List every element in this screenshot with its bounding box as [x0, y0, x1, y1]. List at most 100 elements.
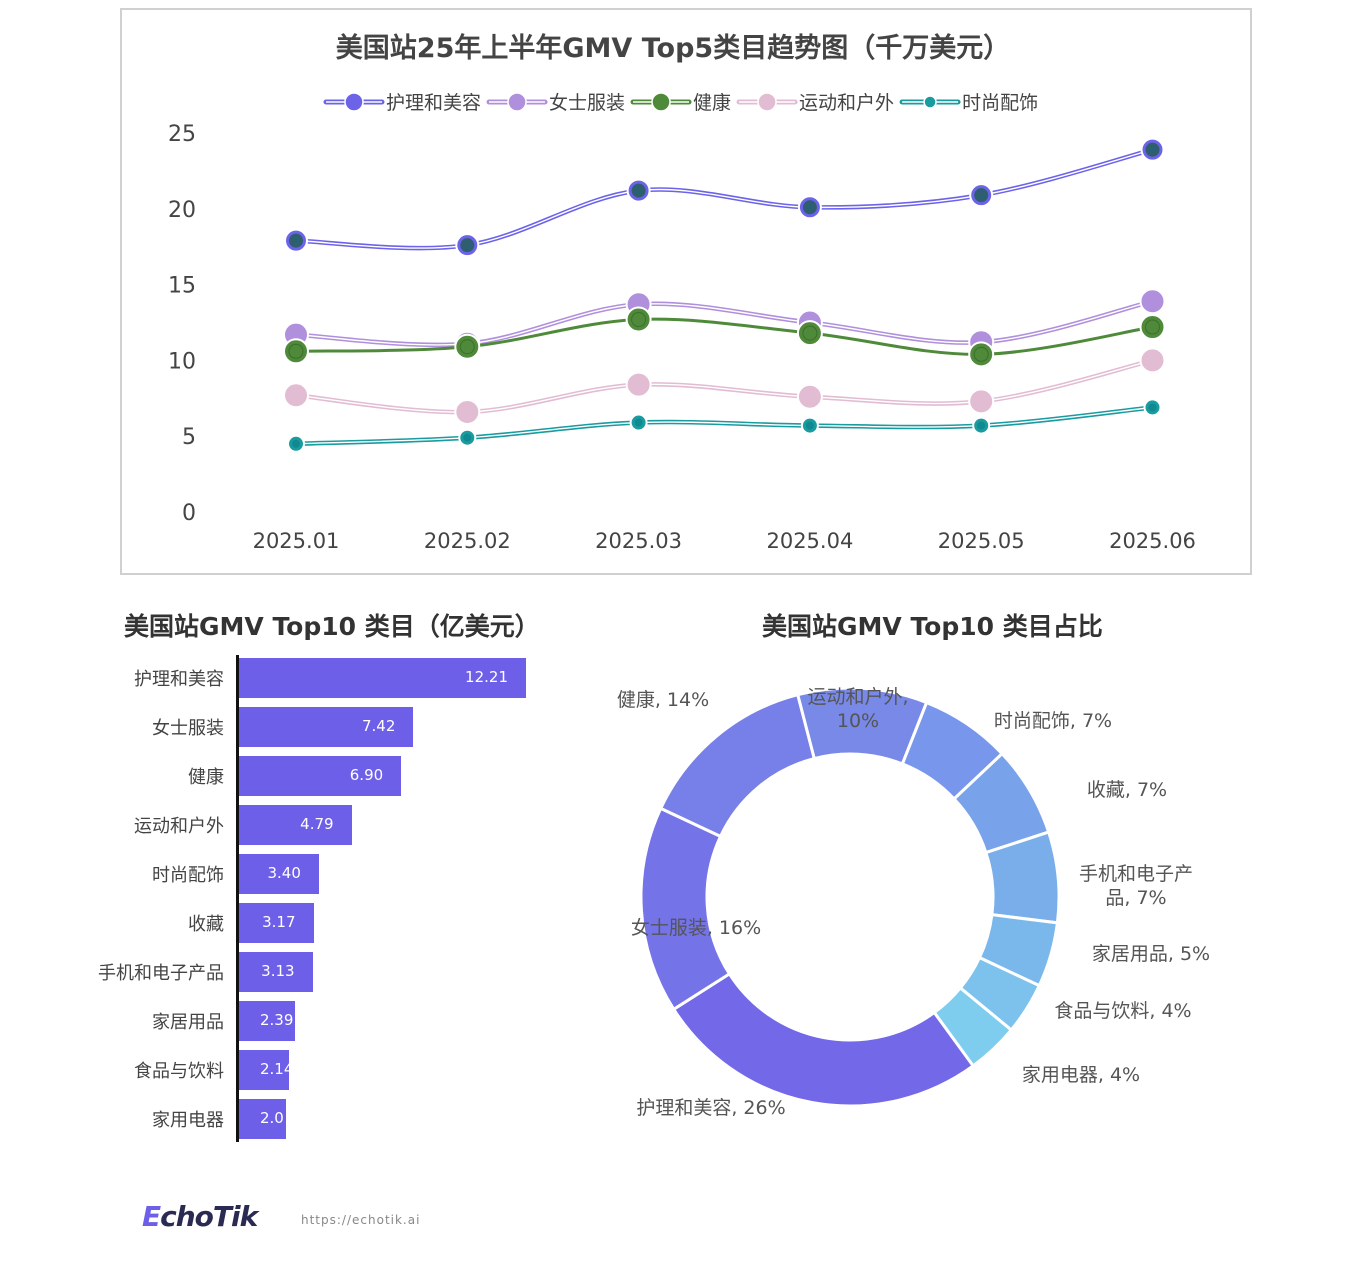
data-point-core — [1148, 403, 1157, 412]
x-tick-label: 2025.01 — [253, 529, 340, 553]
bar-value-label: 2.39 — [260, 1011, 294, 1029]
data-point-core — [1145, 294, 1160, 309]
legend-item[interactable]: 运动和户外 — [736, 92, 894, 114]
y-tick-label: 5 — [182, 425, 196, 450]
data-point-core — [802, 389, 817, 404]
bar-value-label: 3.13 — [261, 962, 295, 980]
bar-value-label: 3.17 — [262, 913, 296, 931]
donut-slice-label: 时尚配饰, 7% — [993, 710, 1113, 732]
bar-category-label: 家用电器 — [152, 1110, 224, 1131]
data-point-core — [805, 421, 814, 430]
y-tick-label: 0 — [182, 501, 196, 526]
donut-slice[interactable] — [671, 971, 976, 1108]
line-chart: 0 5 10 15 20 25 2025.01 2025.02 2025.03 2025.04 20… — [168, 92, 1196, 553]
bar[interactable]: 3.40 — [239, 854, 319, 894]
series-line — [295, 317, 1153, 356]
bar[interactable]: 12.21 — [239, 658, 526, 698]
data-point-core — [1145, 353, 1160, 368]
data-point-core — [1145, 142, 1160, 157]
bar-value-label: 2.14 — [260, 1060, 290, 1078]
bar-value-label: 3.40 — [267, 864, 301, 882]
data-point-core — [634, 418, 643, 427]
bar[interactable]: 7.42 — [239, 707, 414, 747]
x-tick-label: 2025.06 — [1109, 529, 1196, 553]
data-point-core — [631, 311, 647, 327]
bar-category-label: 时尚配饰 — [152, 865, 224, 886]
donut-slice-label: 家用电器, 4% — [1021, 1064, 1141, 1086]
data-point-core — [974, 394, 989, 409]
legend-label: 护理和美容 — [386, 92, 481, 114]
bar-value-label: 4.79 — [300, 815, 334, 833]
bar-category-label: 运动和户外 — [134, 816, 224, 837]
bar-category-label: 女士服装 — [152, 718, 224, 739]
x-tick-label: 2025.04 — [766, 529, 853, 553]
donut-slice[interactable] — [658, 692, 817, 839]
donut-slice-label: 护理和美容, 26% — [636, 1097, 786, 1119]
legend-label: 时尚配饰 — [962, 92, 1038, 114]
data-point-core — [289, 233, 303, 248]
bar-chart: 护理和美容 12.21 女士服装 7.42 健康 6.90 运动和户外 4.79 时尚配饰 3.4… — [0, 0, 600, 1150]
donut-slice-label: 运动和户外, 10% — [807, 686, 909, 732]
data-point-core — [463, 433, 472, 442]
donut-slice-label: 收藏, 7% — [1086, 779, 1168, 801]
y-tick-label: 20 — [168, 198, 196, 223]
bar-value-label: 2.0 — [260, 1109, 284, 1127]
donut-slice-label: 健康, 14% — [616, 689, 710, 711]
bar-category-label: 护理和美容 — [134, 669, 224, 690]
bar[interactable]: 4.79 — [239, 805, 352, 845]
legend-item[interactable]: 女士服装 — [486, 92, 625, 114]
donut-slice-label: 家居用品, 5% — [1091, 943, 1211, 965]
bar-category-label: 食品与饮料 — [134, 1061, 224, 1082]
y-tick-label: 15 — [168, 274, 196, 299]
donut-slice-label: 女士服装, 16% — [630, 917, 762, 939]
bar[interactable]: 2.39 — [239, 1001, 296, 1041]
data-point-core — [974, 188, 989, 203]
bar[interactable]: 3.13 — [239, 952, 313, 992]
x-tick-label: 2025.02 — [424, 529, 511, 553]
y-tick-label: 25 — [168, 122, 196, 147]
line-chart-panel — [120, 8, 1252, 575]
legend-item[interactable]: 时尚配饰 — [899, 92, 1038, 114]
bar-category-label: 健康 — [188, 767, 224, 788]
bar-category-label: 家居用品 — [152, 1012, 224, 1033]
data-point-core — [292, 439, 300, 448]
bar[interactable]: 6.90 — [239, 756, 402, 796]
data-point-core — [289, 388, 303, 403]
data-point-core — [459, 339, 475, 355]
legend-label: 运动和户外 — [799, 92, 894, 114]
donut-slice-label: 手机和电子产 品, 7% — [1078, 863, 1194, 909]
bar-value-label: 7.42 — [362, 717, 396, 735]
bar-chart-title: 美国站GMV Top10 类目（亿美元） — [124, 612, 540, 641]
series-line-highlight — [295, 148, 1153, 249]
bar-axis-line — [236, 655, 239, 1142]
series-line-highlight — [295, 406, 1153, 445]
bar[interactable]: 2.0 — [239, 1099, 286, 1139]
data-point-core — [802, 200, 817, 215]
donut-chart-title: 美国站GMV Top10 类目占比 — [762, 612, 1103, 641]
bar[interactable]: 2.14 — [239, 1050, 290, 1090]
data-point-core — [460, 238, 475, 253]
data-point-core — [802, 325, 818, 341]
bar-value-label: 6.90 — [349, 766, 384, 784]
x-tick-label: 2025.03 — [595, 529, 682, 553]
series-line-highlight — [295, 300, 1153, 346]
bar-category-label: 手机和电子产品 — [98, 963, 224, 984]
data-point-core — [289, 327, 303, 342]
legend-item[interactable]: 护理和美容 — [323, 92, 481, 114]
bar-value-label: 12.21 — [465, 668, 508, 686]
data-point-core — [631, 183, 646, 198]
legend-label: 女士服装 — [549, 92, 625, 114]
y-tick-label: 10 — [168, 349, 196, 374]
data-point-core — [631, 377, 646, 392]
donut-slice-label: 食品与饮料, 4% — [1054, 1000, 1192, 1022]
bar-category-label: 收藏 — [188, 914, 224, 935]
donut-slice[interactable] — [639, 806, 732, 1012]
legend-item[interactable]: 健康 — [630, 92, 731, 114]
data-point-core — [977, 421, 986, 430]
bar[interactable]: 3.17 — [239, 903, 314, 943]
data-point-core — [1145, 319, 1160, 335]
line-chart-title: 美国站25年上半年GMV Top5类目趋势图（千万美元） — [335, 33, 1011, 64]
footer-url[interactable]: https://echotik.ai — [301, 1213, 421, 1227]
